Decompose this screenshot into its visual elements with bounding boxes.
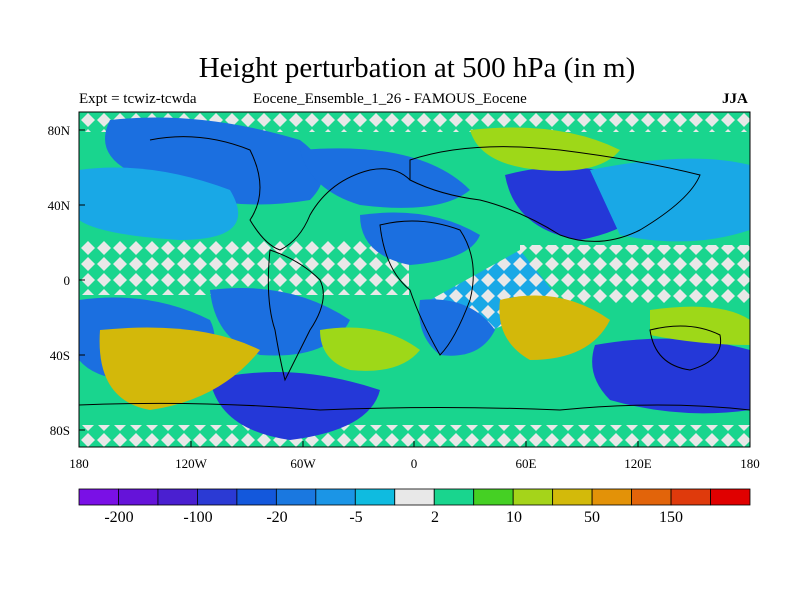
colorbar-label: 2 [431,509,439,526]
colorbar-box [591,488,632,506]
coastlines [79,136,750,411]
coastline-australia [649,325,722,371]
x-tick-label: 180 [740,456,760,471]
colorbar-box [354,488,396,506]
colorbar-box [236,488,277,506]
coastline-north-america [149,136,411,251]
negative-region-south-america [210,288,350,356]
hatch-band-tropics-west [79,240,409,295]
y-tick-label: 40N [48,198,71,213]
coastline-antarctica [79,402,750,411]
x-tick-label: 60E [516,456,537,471]
plot-title: Height perturbation at 500 hPa (in m) [198,52,636,84]
weak-negative-region-north-pacific-east [590,158,750,242]
colorbar-box [710,488,751,506]
deep-negative-region-australia [592,338,750,414]
ensemble-label: Eocene_Ensemble_1_26 - FAMOUS_Eocene [253,91,527,107]
colorbar-label: 50 [584,509,600,526]
colorbar-box [78,488,119,506]
positive-region-indian-ocean [499,295,610,360]
x-tick-label: 60W [290,456,316,471]
colorbar-box [197,488,238,506]
colorbar-label: -20 [266,509,287,526]
hatch-band-bottom [79,425,750,447]
x-tick-labels: 180 120W 60W 0 60E 120E 180 [69,456,760,471]
hatch-band-tropics-east [520,245,750,305]
colorbar-box [670,488,711,506]
y-tick-label: 40S [50,348,70,363]
colorbar-box [394,488,435,506]
axis-ticks [78,129,751,447]
weak-negative-region-pacific [79,167,239,240]
colorbar-box [552,488,593,506]
colorbar-box [512,488,554,506]
contour-field [79,112,750,447]
negative-region-south-africa [419,299,495,356]
deep-negative-region-southern-ocean [210,372,380,440]
coastline-africa [379,220,474,356]
x-tick-label: 120E [624,456,652,471]
colorbar-label: 150 [659,509,683,526]
coastline-eurasia [409,146,701,242]
colorbar-box [157,488,198,506]
colorbar-labels: -200 -100 -20 -5 2 10 50 150 [104,509,683,526]
colorbar-box [631,488,672,506]
y-tick-label: 80N [48,123,71,138]
x-tick-label: 120W [175,456,208,471]
negative-region-north-atlantic [300,148,470,208]
colorbar-label: -200 [104,509,133,526]
y-tick-labels: 80N 40N 0 40S 80S [48,123,71,438]
y-tick-label: 0 [64,273,71,288]
colorbar-box [275,488,317,506]
colorbar-box [118,488,159,506]
colorbar-label: -5 [349,509,362,526]
x-tick-label: 0 [411,456,418,471]
weak-positive-region-south-atlantic [320,327,420,371]
weak-positive-region-tasman [650,306,750,345]
season-label: JJA [722,91,748,107]
colorbar-box [473,488,514,506]
colorbar-label: 10 [506,509,522,526]
experiment-label: Expt = tcwiz-tcwda [79,91,197,107]
colorbar [78,488,751,506]
coastline-south-america [267,249,324,382]
weak-positive-region-eurasia [470,127,620,171]
colorbar-label: -100 [183,509,212,526]
y-tick-label: 80S [50,423,70,438]
negative-region-west-africa [360,212,480,265]
colorbar-box [315,488,356,506]
positive-region-south-pacific [99,327,260,410]
x-tick-label: 180 [69,456,89,471]
colorbar-box [433,488,475,506]
